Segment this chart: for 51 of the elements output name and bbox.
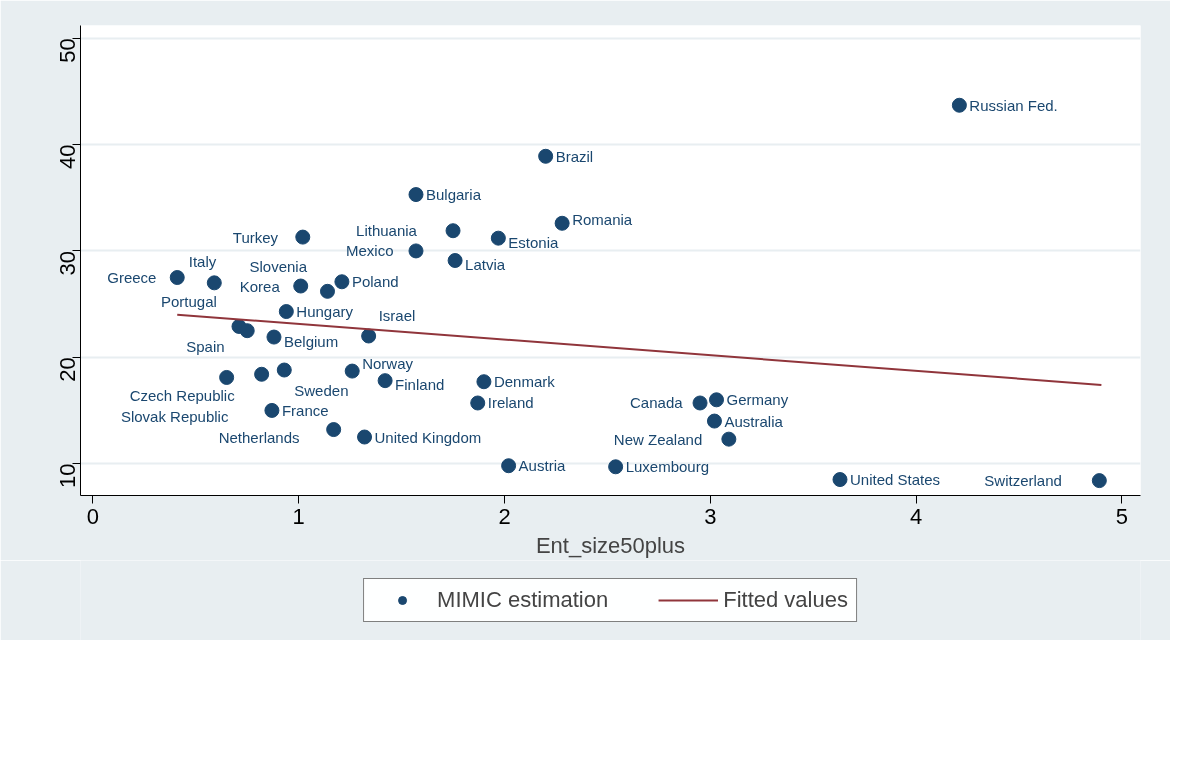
x-tick-label: 3	[704, 503, 717, 529]
annotation: Israel	[378, 307, 416, 325]
annotation: Mexico	[346, 242, 394, 260]
x-tick-label: 0	[86, 503, 99, 529]
annotation: Germany	[726, 391, 789, 409]
legend-label: MIMIC estimation	[437, 587, 609, 613]
y-tick-label: 10	[55, 463, 80, 489]
annotation: Spain	[186, 338, 225, 356]
annotation: Luxembourg	[625, 458, 710, 476]
annotation: Ireland	[487, 394, 534, 412]
annotation: United Kingdom	[374, 428, 482, 446]
x-tick-label: 4	[910, 503, 923, 529]
x-tick-label: 5	[1115, 503, 1129, 529]
annotation: Lithuania	[356, 222, 418, 240]
y-tick-label: 30	[55, 250, 80, 276]
annotation: Poland	[351, 273, 399, 291]
annotation: Hungary	[296, 303, 354, 321]
annotation: Denmark	[493, 373, 556, 391]
annotation: United States	[850, 471, 941, 489]
annotation: Switzerland	[984, 472, 1062, 490]
annotation: Latvia	[465, 256, 506, 273]
annotation: Canada	[630, 394, 684, 412]
annotation: New Zealand	[613, 430, 703, 448]
x-axis-title: Ent_size50plus	[535, 532, 686, 558]
y-tick-label: 20	[55, 357, 80, 382]
annotation: Slovenia	[249, 257, 308, 275]
x-tick-label: 2	[498, 503, 511, 529]
annotation: France	[281, 401, 329, 419]
annotation: Slovak Republic	[120, 407, 229, 425]
annotation: Sweden	[294, 381, 349, 399]
annotation: Netherlands	[218, 429, 300, 447]
y-tick-label: 40	[55, 144, 80, 170]
y-tick-label: 50	[55, 38, 80, 63]
annotation: Korea	[239, 277, 281, 295]
annotation: Romania	[572, 210, 633, 228]
legend-label: Fitted values	[723, 587, 848, 613]
annotation: Turkey	[232, 228, 279, 246]
annotation: Belgium	[283, 332, 339, 350]
annotation: Greece	[107, 269, 157, 287]
annotation: Norway	[362, 354, 414, 372]
annotation: Finland	[395, 376, 445, 394]
annotation: Austria	[518, 457, 566, 475]
annotation: Russian Fed.	[969, 96, 1058, 114]
annotation: Brazil	[555, 147, 594, 165]
annotation: Estonia	[508, 233, 560, 251]
annotation: Italy	[188, 253, 217, 271]
x-tick-label: 1	[292, 503, 305, 529]
annotation: Bulgaria	[426, 186, 482, 204]
annotation: Portugal	[160, 292, 217, 310]
annotation: Australia	[724, 412, 784, 430]
annotation: Czech Republic	[129, 386, 236, 404]
